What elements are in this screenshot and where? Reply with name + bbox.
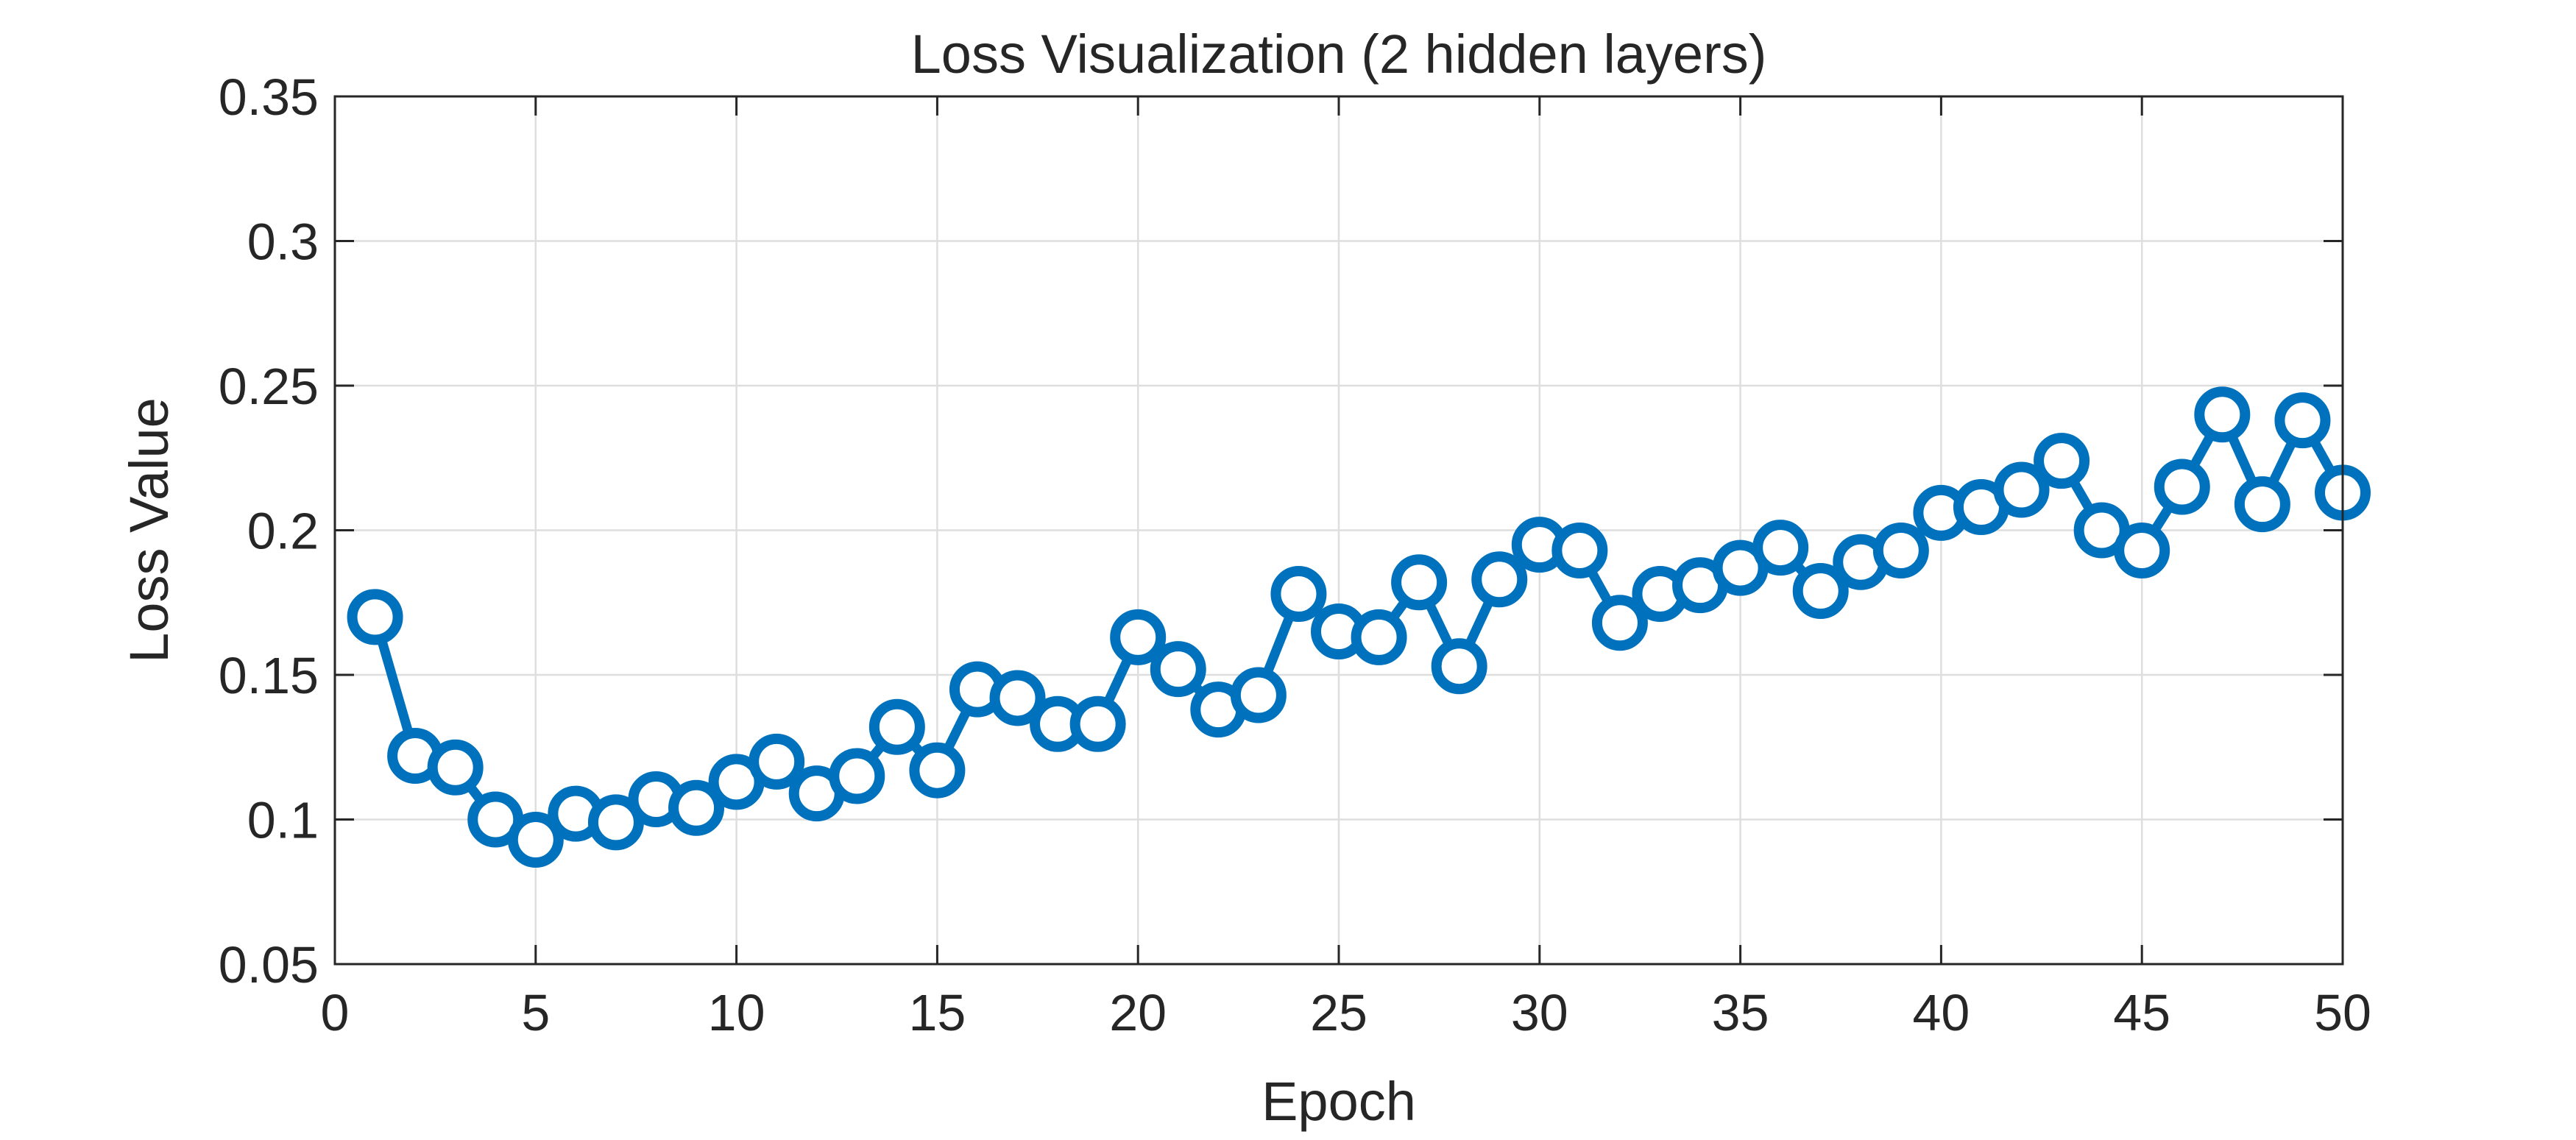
x-tick-label: 10	[708, 984, 765, 1041]
data-point	[2114, 523, 2170, 579]
data-point	[1792, 563, 1849, 620]
data-point	[989, 670, 1046, 726]
data-point	[2194, 386, 2251, 443]
x-tick-label: 35	[1712, 984, 1769, 1041]
data-point	[1872, 523, 1929, 579]
y-tick-labels: 0.05 0.1 0.15 0.2 0.25 0.3 0.35	[219, 68, 319, 994]
chart-title: Loss Visualization (2 hidden layers)	[911, 24, 1767, 85]
data-point	[829, 748, 885, 804]
data-point	[1551, 523, 1608, 579]
data-point	[909, 742, 966, 799]
data-point	[1069, 695, 1126, 752]
x-tick-label: 25	[1310, 984, 1367, 1041]
data-point	[507, 812, 564, 868]
data-point	[1150, 641, 1206, 698]
series-layer	[347, 386, 2371, 868]
data-point	[1351, 609, 1407, 665]
y-tick-label: 0.25	[219, 358, 319, 415]
data-point	[1270, 565, 1327, 622]
x-tick-label: 20	[1109, 984, 1167, 1041]
x-tick-label: 45	[2113, 984, 2170, 1041]
data-point	[587, 794, 644, 851]
data-point	[868, 698, 925, 755]
data-point	[427, 739, 484, 796]
x-tick-label: 5	[521, 984, 550, 1041]
y-tick-label: 0.1	[247, 792, 319, 849]
data-point	[1471, 551, 1528, 608]
x-tick-label: 0	[321, 984, 350, 1041]
y-tick-label: 0.3	[247, 213, 319, 271]
x-tick-label: 15	[908, 984, 966, 1041]
y-tick-label: 0.35	[219, 68, 319, 126]
data-point	[347, 589, 403, 645]
data-point	[2234, 476, 2290, 533]
data-point	[1993, 461, 2050, 518]
data-point	[2274, 392, 2331, 449]
data-point	[1591, 595, 1648, 651]
data-point	[668, 779, 725, 836]
data-point	[1752, 520, 1809, 576]
series-loss	[347, 386, 2371, 868]
y-tick-label: 0.05	[219, 936, 319, 994]
data-point	[1431, 638, 1487, 695]
axes-box	[333, 95, 2344, 966]
x-tick-labels: 0 5 10 15 20 25 30 35 40 45 50	[321, 984, 2371, 1041]
y-tick-label: 0.15	[219, 647, 319, 704]
data-point	[749, 733, 805, 790]
data-point	[1391, 554, 1448, 611]
y-axis-label: Loss Value	[118, 397, 180, 663]
x-tick-label: 40	[1912, 984, 1970, 1041]
x-tick-label: 50	[2314, 984, 2371, 1041]
data-point	[2034, 433, 2090, 489]
x-tick-label: 30	[1511, 984, 1568, 1041]
data-point	[2154, 459, 2210, 515]
x-axis-label: Epoch	[1262, 1071, 1416, 1132]
y-tick-label: 0.2	[247, 503, 319, 560]
axis-ticks	[333, 95, 2344, 966]
data-point	[1110, 609, 1167, 665]
data-point	[1230, 667, 1287, 723]
